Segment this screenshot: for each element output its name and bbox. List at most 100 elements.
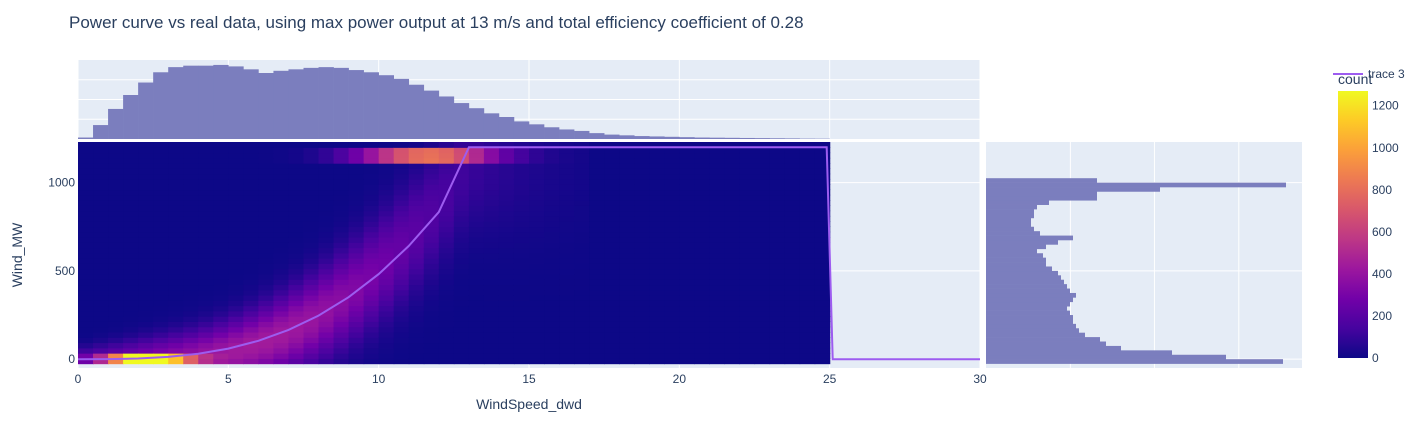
- heatmap-cell: [694, 310, 710, 317]
- heatmap-cell: [709, 326, 726, 333]
- heatmap-cell: [619, 305, 635, 312]
- heatmap-cell: [423, 231, 440, 238]
- y-histogram-bar: [986, 323, 1076, 329]
- heatmap-cell: [153, 205, 169, 212]
- heatmap-cell: [739, 189, 756, 196]
- heatmap-cell: [393, 221, 410, 228]
- heatmap-cell: [153, 178, 169, 185]
- heatmap-cell: [513, 168, 530, 175]
- heatmap-cell: [78, 316, 94, 322]
- heatmap-cell: [799, 258, 816, 264]
- heatmap-cell: [138, 205, 154, 212]
- heatmap-cell: [213, 178, 229, 185]
- heatmap-cell: [483, 152, 500, 159]
- heatmap-cell: [619, 263, 635, 270]
- heatmap-cell: [634, 252, 650, 259]
- heatmap-cell: [213, 168, 229, 175]
- heatmap-cell: [589, 342, 605, 349]
- heatmap-cell: [739, 310, 756, 317]
- heatmap-cell: [303, 268, 320, 275]
- heatmap-cell: [183, 173, 199, 180]
- heatmap-cell: [784, 157, 801, 164]
- heatmap-cell: [694, 300, 710, 307]
- heatmap-cell: [303, 321, 320, 328]
- x-histogram-bar: [574, 130, 590, 139]
- heatmap-cell: [724, 247, 741, 254]
- heatmap-cell: [438, 215, 455, 222]
- heatmap-cell: [529, 189, 545, 196]
- heatmap-cell: [138, 337, 154, 344]
- legend[interactable]: trace 3: [1333, 67, 1405, 81]
- heatmap-cell: [649, 289, 665, 296]
- heatmap-cell: [168, 263, 184, 270]
- heatmap-cell: [363, 247, 380, 254]
- heatmap-cell: [318, 142, 335, 148]
- heatmap-cell: [273, 321, 290, 328]
- heatmap-cell: [664, 316, 680, 322]
- heatmap-cell: [168, 226, 184, 233]
- x-histogram-bar: [288, 69, 304, 139]
- heatmap-cell: [303, 289, 320, 296]
- heatmap-cell: [423, 163, 440, 169]
- heatmap-cell: [634, 178, 650, 185]
- heatmap-cell: [754, 300, 771, 307]
- heatmap-cell: [303, 184, 320, 191]
- heatmap-cell: [468, 337, 485, 344]
- heatmap-cell: [769, 194, 786, 201]
- heatmap-cell: [213, 358, 229, 365]
- y-histogram-bar: [986, 279, 1064, 285]
- heatmap-cell: [318, 279, 335, 286]
- heatmap-cell: [529, 284, 545, 291]
- x-histogram-bar: [93, 125, 109, 139]
- heatmap-cell: [138, 353, 154, 359]
- heatmap-cell: [649, 316, 665, 322]
- heatmap-cell: [498, 268, 515, 275]
- heatmap-cell: [544, 205, 560, 212]
- heatmap-cell: [799, 268, 816, 275]
- heatmap-cell: [754, 279, 771, 286]
- heatmap-cell: [348, 200, 365, 206]
- heatmap-cell: [258, 157, 275, 164]
- heatmap-cell: [138, 300, 154, 307]
- heatmap-cell: [529, 358, 545, 365]
- heatmap-cell: [498, 289, 515, 296]
- heatmap-cell: [198, 147, 214, 154]
- heatmap-cell: [258, 316, 275, 322]
- heatmap-cell: [153, 215, 169, 222]
- heatmap-cell: [423, 236, 440, 243]
- heatmap-cell: [183, 236, 199, 243]
- heatmap-cell: [559, 279, 575, 286]
- heatmap-cell: [559, 268, 575, 275]
- heatmap-cell: [213, 326, 229, 333]
- y-histogram-bar: [986, 359, 1283, 364]
- heatmap-cell: [438, 300, 455, 307]
- heatmap-cell: [544, 342, 560, 349]
- heatmap-cell: [333, 337, 350, 344]
- heatmap-cell: [288, 273, 305, 280]
- heatmap-cell: [213, 263, 229, 270]
- heatmap-cell: [574, 310, 590, 317]
- heatmap-cell: [78, 347, 94, 354]
- heatmap-cell: [694, 152, 710, 159]
- heatmap-cell: [198, 337, 214, 344]
- heatmap-cell: [619, 310, 635, 317]
- heatmap-cell: [438, 152, 455, 159]
- heatmap-cell: [348, 294, 365, 301]
- heatmap-cell: [258, 331, 275, 338]
- colorbar-tick-label: 600: [1372, 225, 1392, 239]
- heatmap-cell: [634, 294, 650, 301]
- heatmap-cell: [679, 168, 695, 175]
- heatmap-cell: [604, 205, 620, 212]
- heatmap-cell: [378, 268, 395, 275]
- heatmap-cell: [438, 284, 455, 291]
- heatmap-cell: [559, 300, 575, 307]
- heatmap-cell: [513, 284, 530, 291]
- heatmap-cell: [498, 326, 515, 333]
- heatmap-cell: [799, 142, 816, 148]
- heatmap-cell: [108, 252, 124, 259]
- heatmap-cell: [453, 326, 470, 333]
- heatmap-cell: [483, 342, 500, 349]
- heatmap-cell: [634, 184, 650, 191]
- heatmap-cell: [303, 337, 320, 344]
- heatmap-cell: [529, 252, 545, 259]
